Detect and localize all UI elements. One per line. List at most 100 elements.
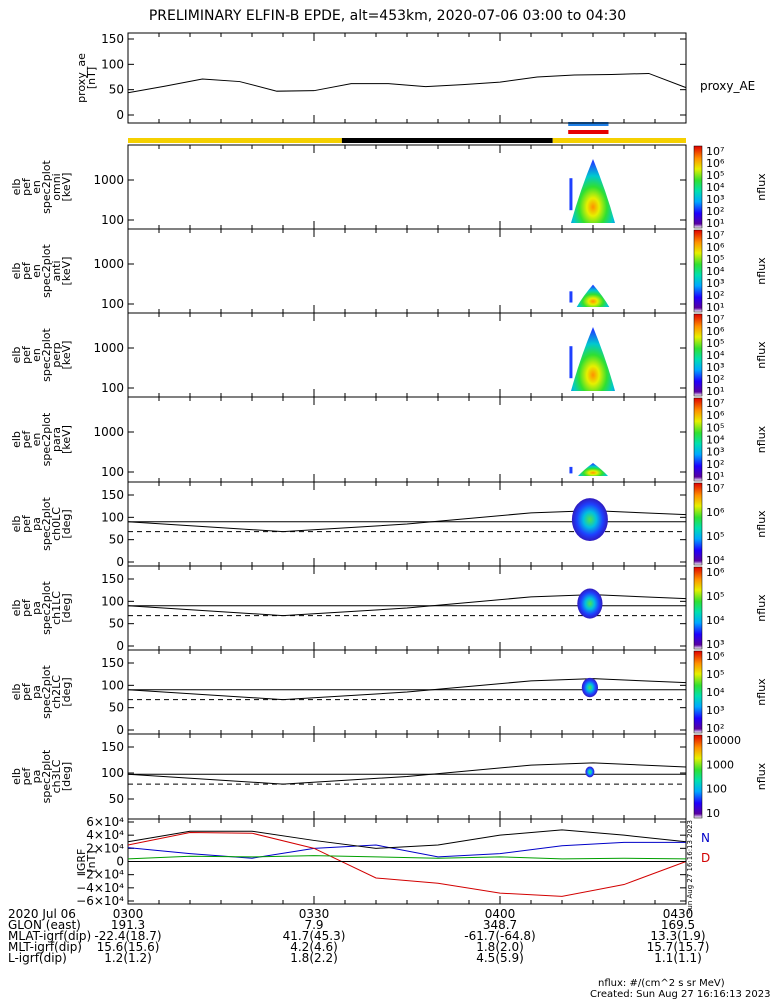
colorbar-en_omni <box>693 145 703 229</box>
ytick-label-pa_ch1: 100 <box>101 594 124 608</box>
colorbar-tick-pa_ch2: 10⁶ <box>706 650 725 663</box>
colorbar-tick-en_anti: 10⁵ <box>706 253 724 266</box>
footer-created: Created: Sun Aug 27 16:16:13 2023 <box>590 989 771 1000</box>
colorbar-label-en_omni: nflux <box>755 173 768 201</box>
ephemeris-value: 15.7(15.7) <box>647 940 710 954</box>
colorbar-tick-en_anti: 10³ <box>706 277 724 290</box>
igrf-legend-d: D <box>701 851 710 865</box>
ytick-label-pa_ch1: 0 <box>116 639 124 653</box>
ytick-label-en_perp: 1000 <box>93 341 124 355</box>
colorbar-tick-en_para: 10⁶ <box>706 409 725 422</box>
colorbar-tick-en_anti: 10¹ <box>706 301 724 314</box>
figure-title: PRELIMINARY ELFIN-B EPDE, alt=453km, 202… <box>148 8 627 24</box>
ylabel-en_para: spec2plot <box>40 412 53 466</box>
ylabel-en_para: para <box>50 427 63 452</box>
ylabel-igrf: [nT] <box>85 850 98 872</box>
loss-cone-line <box>127 762 687 785</box>
ylabel-pa_ch0: spec2plot <box>40 497 53 551</box>
ylabel-en_omni: [keV] <box>60 173 73 202</box>
colorbar-tick-en_para: 10¹ <box>706 470 724 483</box>
ephemeris-label: 2020 Jul 06 <box>8 907 76 921</box>
energy-flux-burst <box>571 159 615 223</box>
ylabel-pa_ch1: elb <box>10 600 23 617</box>
ytick-label-proxy_ae: 0 <box>116 108 124 122</box>
ytick-label-pa_ch1: 150 <box>101 572 124 586</box>
colorbar-tick-pa_ch0: 10⁶ <box>706 506 725 519</box>
colorbar-tick-en_omni: 10⁶ <box>706 157 725 170</box>
ylabel-pa_ch3: pef <box>20 767 33 786</box>
colorbar-tick-en_omni: 10⁴ <box>706 181 725 194</box>
ylabel-en_para: elb <box>10 431 23 448</box>
colorbar-tick-en_para: 10³ <box>706 446 724 459</box>
colorbar-en_perp <box>693 313 703 397</box>
ylabel-pa_ch1: spec2plot <box>40 581 53 635</box>
ytick-label-proxy_ae: 100 <box>101 57 124 71</box>
ylabel-pa_ch0: ch0LC <box>50 507 63 541</box>
ylabel-en_perp: pef <box>20 345 33 364</box>
colorbar-tick-en_perp: 10² <box>706 373 724 386</box>
energy-flux-burst <box>578 463 608 476</box>
colorbar-tick-en_omni: 10² <box>706 205 724 218</box>
colorbar-tick-pa_ch1: 10⁶ <box>706 566 725 579</box>
ytick-label-pa_ch3: 100 <box>101 766 124 780</box>
ylabel-pa_ch2: [deg] <box>60 677 73 706</box>
colorbar-label-en_perp: nflux <box>755 341 768 369</box>
ephemeris-value: 348.7 <box>483 918 517 932</box>
ylabel-pa_ch3: [deg] <box>60 762 73 791</box>
sunlight-bar <box>128 138 342 143</box>
ylabel-en_omni: spec2plot <box>40 160 53 214</box>
ylabel-en_anti: spec2plot <box>40 244 53 298</box>
colorbar-tick-en_perp: 10³ <box>706 361 724 374</box>
colorbar-tick-pa_ch3: 10 <box>706 807 720 820</box>
colorbar-tick-pa_ch1: 10³ <box>706 638 724 651</box>
ytick-label-pa_ch3: 50 <box>109 792 124 806</box>
ylabel-en_omni: pef <box>20 177 33 196</box>
ephemeris-value: 1.1(1.1) <box>654 951 702 965</box>
ylabel-en_para: [keV] <box>60 425 73 454</box>
colorbar-tick-en_anti: 10⁴ <box>706 265 725 278</box>
ylabel-en_perp: spec2plot <box>40 328 53 382</box>
colorbar-tick-en_perp: 10⁴ <box>706 349 725 362</box>
ylabel-pa_ch1: pa <box>30 601 43 615</box>
colorbar-label-en_para: nflux <box>755 425 768 453</box>
ytick-label-en_omni: 1000 <box>93 173 124 187</box>
ephemeris-value: -61.7(-64.8) <box>464 929 535 943</box>
ylabel-pa_ch3: elb <box>10 768 23 785</box>
sunlight-bar <box>552 138 686 143</box>
colorbar-tick-pa_ch3: 100 <box>706 783 727 796</box>
colorbar-label-pa_ch0: nflux <box>755 510 768 538</box>
energy-flux-burst <box>569 178 573 211</box>
colorbar-tick-pa_ch1: 10⁴ <box>706 614 725 627</box>
ephemeris-value: 1.2(1.2) <box>104 951 152 965</box>
ytick-label-en_para: 1000 <box>93 425 124 439</box>
igrf-legend-n: N <box>701 831 710 845</box>
ylabel-pa_ch2: pa <box>30 685 43 699</box>
ytick-label-pa_ch2: 150 <box>101 656 124 670</box>
colorbar-tick-en_anti: 10⁷ <box>706 229 724 242</box>
ylabel-pa_ch3: ch3LC <box>50 759 63 793</box>
ytick-label-pa_ch1: 50 <box>109 617 124 631</box>
ylabel-en_anti: en <box>30 264 43 278</box>
science-zone-marker <box>568 130 609 134</box>
ephemeris-value: -22.4(18.7) <box>94 929 161 943</box>
colorbar-tick-en_omni: 10¹ <box>706 217 724 230</box>
ylabel-pa_ch2: spec2plot <box>40 665 53 719</box>
igrf-line-D <box>127 832 687 897</box>
colorbar-en_anti <box>693 229 703 313</box>
colorbar-tick-en_anti: 10⁶ <box>706 241 725 254</box>
colorbar-tick-pa_ch3: 1000 <box>706 758 734 771</box>
ylabel-pa_ch0: pef <box>20 514 33 533</box>
pitch-angle-flux-burst <box>571 498 608 542</box>
shadow-bar <box>341 138 553 143</box>
ytick-label-pa_ch0: 0 <box>116 555 124 569</box>
ylabel-pa_ch0: elb <box>10 516 23 533</box>
ylabel-en_perp: perp <box>50 342 63 367</box>
ephemeris-value: 4.2(4.6) <box>290 940 338 954</box>
colorbar-tick-pa_ch0: 10⁷ <box>706 482 724 495</box>
ytick-label-en_omni: 100 <box>101 213 124 227</box>
ephemeris-label: MLAT-igrf(dip) <box>8 929 91 943</box>
ylabel-en_para: en <box>30 433 43 447</box>
ephemeris-label: GLON (east) <box>8 918 81 932</box>
igrf-line-3 <box>127 829 687 849</box>
